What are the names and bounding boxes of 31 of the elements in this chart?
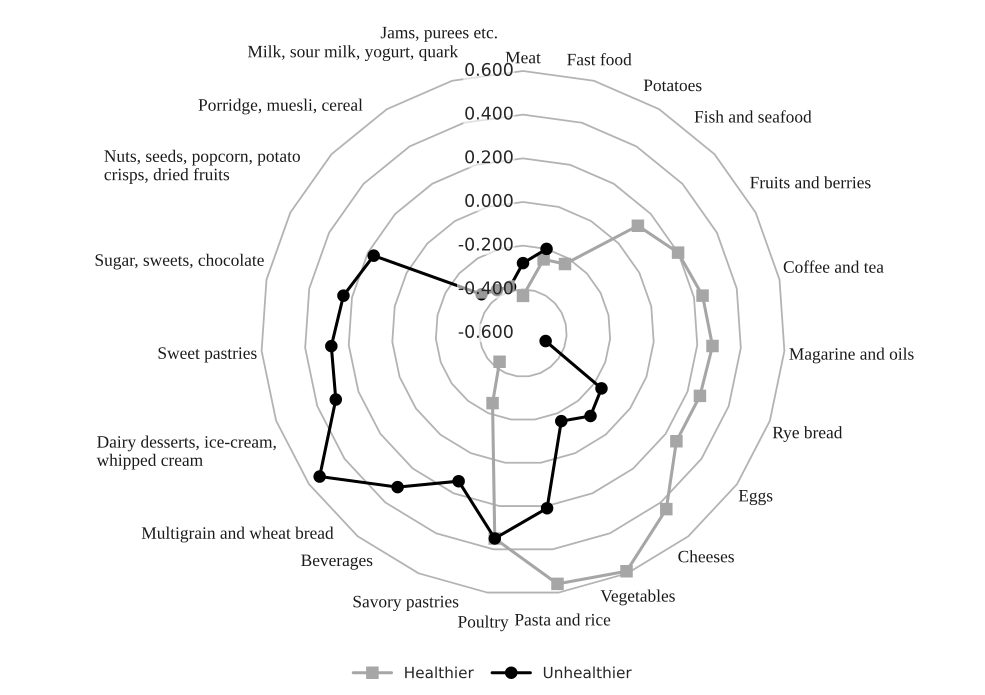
spoke-label: Pasta and rice bbox=[514, 613, 610, 626]
y-tick-label: 0.400 bbox=[465, 106, 513, 120]
legend-label: Unhealthier bbox=[544, 666, 632, 678]
spoke-label: Jams, purees etc. bbox=[380, 26, 497, 42]
spoke-label: Sweet pastries bbox=[158, 347, 257, 362]
spoke-label: Potatoes bbox=[644, 80, 702, 92]
spoke-label: Magarine and oils bbox=[789, 348, 914, 364]
spoke-label: Sugar, sweets, chocolate bbox=[96, 254, 264, 270]
y-tick-label: -0.200 bbox=[458, 238, 513, 251]
spoke-label: Fast food bbox=[567, 52, 632, 66]
spoke-label: Fish and seafood bbox=[694, 110, 812, 123]
spoke-label: Coffee and tea bbox=[784, 260, 884, 273]
spoke-label: Nuts, seeds, popcorn, potato crisps, dried fruits bbox=[104, 150, 300, 184]
spoke-label: Fruits and berries bbox=[750, 176, 871, 188]
spoke-label: Poultry bbox=[458, 615, 509, 632]
spoke-label: Porridge, muesli, cereal bbox=[198, 98, 363, 114]
legend-label: Healthier bbox=[405, 666, 474, 678]
spoke-label: Meat bbox=[506, 52, 541, 64]
spoke-label: Beverages bbox=[301, 554, 372, 570]
spoke-label: Savory pastries bbox=[354, 596, 458, 612]
spoke-label: Eggs bbox=[738, 490, 772, 506]
spoke-label: Vegetables bbox=[600, 590, 675, 606]
y-tick-label: 0.200 bbox=[465, 150, 513, 164]
spoke-label: Milk, sour milk, yogurt, quark bbox=[248, 45, 458, 62]
spoke-label: Multigrain and wheat bread bbox=[142, 526, 334, 542]
y-tick-label: 0.000 bbox=[465, 194, 513, 208]
y-tick-label: -0.600 bbox=[458, 324, 513, 338]
spoke-label: Rye bread bbox=[772, 426, 842, 442]
y-tick-label: 0.600 bbox=[465, 62, 513, 76]
spoke-label: Dairy desserts, ice-cream, whipped cream bbox=[96, 436, 276, 470]
spoke-label: Cheeses bbox=[678, 550, 734, 562]
